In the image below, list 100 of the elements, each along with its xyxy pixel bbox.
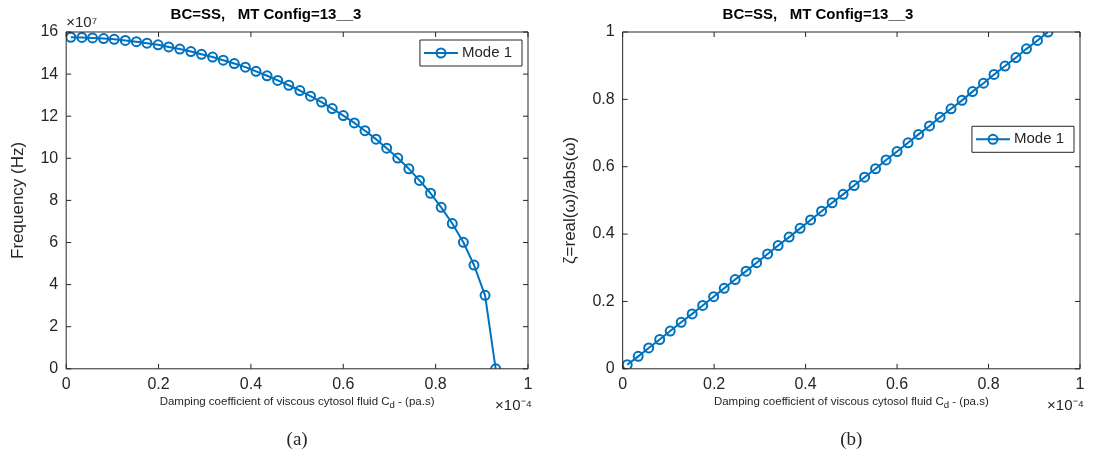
- legend-label: Mode 1: [461, 43, 513, 61]
- point: [675, 316, 687, 328]
- point: [654, 334, 666, 345]
- point: [967, 86, 979, 98]
- point: [978, 77, 989, 89]
- x-tick-label: 0: [61, 374, 71, 392]
- point: [718, 282, 730, 294]
- point: [956, 94, 968, 106]
- x-tick-label: 0.2: [147, 374, 170, 392]
- point: [228, 58, 240, 70]
- point: [261, 70, 273, 82]
- point: [686, 308, 698, 320]
- y-tick-label: 4: [49, 275, 59, 293]
- y-tick-label: 0.6: [592, 157, 615, 175]
- point: [913, 128, 925, 140]
- point: [468, 259, 480, 271]
- y-tick-label: 0.4: [592, 224, 615, 242]
- y-axis-title: ζ=real(ω)/abs(ω): [559, 136, 579, 264]
- point: [185, 46, 197, 58]
- text: (b): [840, 428, 863, 451]
- point: [272, 74, 284, 86]
- chart-title: BC=SS, MT Config=13__3: [722, 5, 914, 23]
- point: [98, 33, 110, 45]
- point: [762, 248, 774, 260]
- point: [130, 36, 142, 48]
- point: [1010, 52, 1022, 64]
- x-tick-label: 0.4: [794, 374, 817, 392]
- x-tick-label: 0.8: [977, 374, 1000, 392]
- x-tick-label: 0.6: [332, 374, 355, 392]
- point: [283, 79, 295, 91]
- point: [370, 133, 382, 145]
- point: [76, 32, 88, 43]
- point: [816, 205, 828, 217]
- x-tick-label: 0.6: [885, 374, 909, 392]
- text: ×10⁷: [66, 12, 98, 30]
- text: ×10⁻⁴: [1047, 396, 1084, 414]
- point: [359, 125, 371, 137]
- point: [783, 231, 795, 243]
- point: [740, 265, 752, 277]
- point: [250, 65, 262, 77]
- point: [239, 61, 251, 73]
- point: [880, 154, 892, 166]
- y-tick-label: 0: [49, 359, 59, 377]
- point: [934, 111, 946, 123]
- y-tick-label: 6: [49, 232, 59, 250]
- point: [826, 197, 838, 209]
- y-tick-label: 14: [40, 64, 59, 82]
- point: [413, 174, 425, 186]
- x-tick-label: 0.2: [702, 374, 726, 392]
- y-tick-label: 12: [40, 106, 59, 124]
- point: [163, 41, 175, 53]
- chart-title: BC=SS, MT Config=13__3: [170, 5, 362, 23]
- point: [988, 68, 1000, 80]
- point: [141, 37, 153, 49]
- point: [708, 291, 720, 303]
- point: [859, 171, 871, 183]
- y-tick-label: 2: [49, 317, 59, 335]
- point: [348, 117, 360, 129]
- point: [119, 34, 131, 46]
- point: [457, 236, 469, 248]
- point: [425, 187, 437, 199]
- x-tick-label: 0.4: [239, 374, 263, 392]
- point: [924, 120, 936, 132]
- point: [446, 218, 458, 230]
- y-tick-label: 0: [605, 359, 615, 377]
- y-tick-label: 16: [40, 22, 59, 40]
- point: [66, 32, 77, 43]
- x-tick-label: 0: [618, 374, 628, 392]
- point: [435, 201, 447, 213]
- point: [304, 90, 316, 102]
- point: [316, 96, 328, 108]
- point: [697, 299, 709, 311]
- point: [152, 39, 164, 51]
- point: [632, 350, 644, 362]
- point: [772, 240, 784, 252]
- point: [326, 103, 338, 115]
- point: [664, 325, 676, 337]
- point: [337, 110, 349, 122]
- point: [196, 48, 208, 60]
- point: [381, 142, 393, 154]
- point: [794, 222, 806, 234]
- legend-label: Mode 1: [1013, 129, 1065, 147]
- point: [729, 274, 741, 286]
- point: [108, 33, 120, 45]
- point: [945, 103, 957, 115]
- point: [999, 60, 1011, 72]
- point: [622, 359, 633, 369]
- point: [848, 180, 860, 192]
- x-axis-title: Damping coefficient of viscous cytosol fluid C$_{d}$ - (pa.s): [159, 394, 435, 411]
- x-tick-label: 1: [1075, 374, 1085, 392]
- point: [1031, 34, 1043, 46]
- x-axis-title: Damping coefficient of viscous cytosol fluid C$_{d}$ - (pa.s): [713, 394, 989, 411]
- text: ×10⁻⁴: [495, 396, 532, 414]
- point: [870, 163, 882, 175]
- point: [294, 85, 306, 97]
- point: [891, 146, 903, 158]
- point: [87, 32, 99, 44]
- y-axis-title: Frequency (Hz): [7, 141, 27, 259]
- point: [207, 51, 219, 63]
- text: (a): [286, 428, 308, 451]
